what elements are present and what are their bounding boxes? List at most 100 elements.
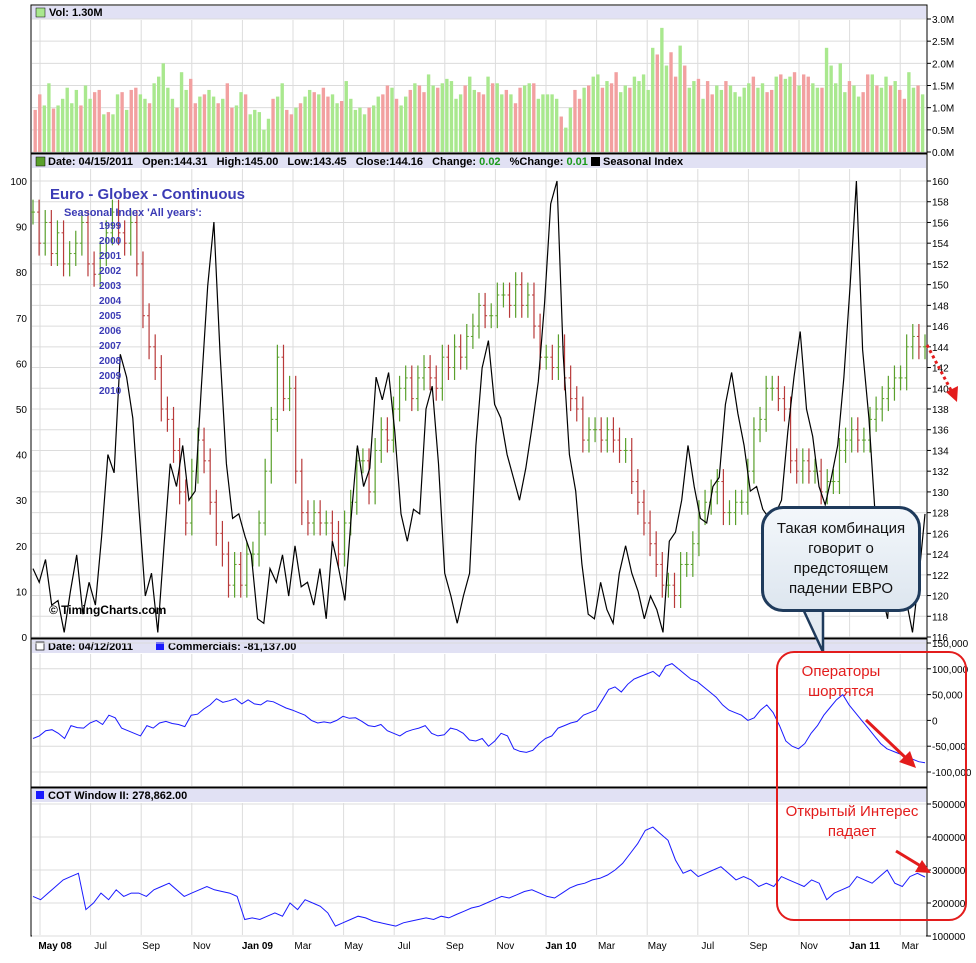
- volume-bar: [147, 103, 152, 152]
- volume-bar: [577, 98, 582, 152]
- price-tick-label: 134: [932, 446, 949, 457]
- volume-bar: [339, 101, 344, 152]
- volume-bar: [902, 98, 907, 152]
- volume-legend-icon: [35, 7, 46, 18]
- volume-bar: [243, 94, 248, 152]
- volume-bar: [513, 103, 518, 152]
- volume-bar: [303, 96, 307, 152]
- volume-bar: [120, 92, 124, 152]
- volume-bar: [317, 94, 321, 152]
- operators-label: Операторы шортятся: [801, 663, 881, 700]
- volume-bar: [275, 96, 280, 152]
- seasonal-legend-label: Seasonal Index: [603, 156, 684, 168]
- price-tick-label: 124: [932, 550, 949, 561]
- volume-bar: [733, 92, 737, 152]
- volume-bar: [445, 78, 449, 152]
- volume-bar: [678, 45, 682, 152]
- volume-bar: [646, 89, 650, 152]
- volume-bar: [705, 81, 710, 152]
- commercials-date-icon: [35, 641, 45, 651]
- volume-bar: [404, 96, 408, 152]
- volume-bar: [834, 83, 838, 152]
- volume-bar: [230, 107, 234, 152]
- volume-bar: [596, 74, 600, 152]
- volume-bar: [490, 83, 495, 152]
- volume-bar: [756, 87, 760, 152]
- volume-bar: [88, 98, 92, 152]
- volume-bar: [847, 81, 852, 152]
- x-axis-label: May: [344, 941, 363, 952]
- seasonal-tick-label: 10: [16, 587, 28, 598]
- volume-bar: [38, 94, 42, 152]
- volume-bar: [468, 76, 472, 152]
- volume-bar: [747, 83, 751, 152]
- cot-tick-label: 200000: [932, 899, 966, 910]
- volume-bar: [184, 89, 188, 152]
- x-axis-label: Nov: [193, 941, 211, 952]
- volume-bar: [554, 98, 559, 152]
- year-label: 2000: [99, 236, 122, 247]
- volume-bar: [559, 116, 563, 152]
- year-label: 1999: [99, 221, 122, 232]
- volume-bar: [884, 76, 888, 152]
- seasonal-tick-label: 80: [16, 268, 28, 279]
- volume-bar: [783, 78, 788, 152]
- volume-bar: [189, 78, 193, 152]
- volume-bar: [289, 114, 294, 152]
- volume-bar: [495, 83, 499, 152]
- commercials-axis: 150,000 100,000 50,000 0 -50,000 -100,000: [927, 639, 972, 779]
- volume-bar: [518, 87, 522, 152]
- volume-bar: [660, 27, 664, 152]
- volume-bar: [628, 87, 632, 152]
- x-axis-label: Sep: [750, 941, 768, 952]
- year-label: 2006: [99, 326, 122, 337]
- commercials-tick-label: 150,000: [932, 639, 969, 650]
- seasonal-tick-label: 20: [16, 542, 28, 553]
- price-legend-icon: [35, 156, 46, 167]
- volume-bar: [477, 92, 481, 152]
- volume-bar: [225, 83, 229, 152]
- volume-bar: [852, 85, 856, 152]
- x-axis-label: Mar: [902, 941, 920, 952]
- volume-bar: [911, 87, 916, 152]
- volume-bar: [838, 63, 842, 153]
- volume-bar: [344, 81, 348, 152]
- cot-tick-label: 100000: [932, 932, 966, 943]
- volume-bar: [751, 76, 756, 152]
- volume-bar: [198, 96, 202, 152]
- volume-bar: [737, 96, 742, 152]
- price-grid: [32, 169, 926, 638]
- volume-bar: [614, 72, 618, 152]
- x-axis-label: Sep: [446, 941, 464, 952]
- cot-tick-label: 500000: [932, 800, 966, 811]
- volume-bar: [138, 94, 143, 152]
- price-tick-label: 138: [932, 405, 949, 416]
- volume-bar: [641, 74, 646, 152]
- price-tick-label: 126: [932, 529, 949, 540]
- volume-bar: [856, 96, 861, 152]
- volume-bar: [111, 114, 115, 152]
- volume-bar: [701, 98, 705, 152]
- volume-bar: [586, 85, 591, 152]
- volume-bar: [193, 103, 197, 152]
- seasonal-tick-label: 70: [16, 314, 28, 325]
- volume-bar: [655, 54, 659, 152]
- year-label: 2009: [99, 371, 122, 382]
- volume-bar: [234, 105, 239, 152]
- volume-bar: [70, 103, 74, 152]
- price-tick-label: 146: [932, 322, 949, 333]
- year-label: 2001: [99, 251, 122, 262]
- x-axis-label: Jul: [398, 941, 411, 952]
- volume-bar: [170, 98, 175, 152]
- volume-bar: [307, 89, 312, 152]
- volume-bar: [632, 76, 637, 152]
- x-axis-label: Mar: [598, 941, 616, 952]
- volume-bar: [875, 85, 879, 152]
- volume-bar: [806, 76, 810, 152]
- volume-tick-label: 0.0M: [932, 148, 954, 159]
- volume-bar: [248, 114, 252, 152]
- volume-bar: [65, 87, 69, 152]
- volume-bar: [683, 65, 687, 152]
- volume-bar: [820, 87, 824, 152]
- volume-bar: [728, 85, 733, 152]
